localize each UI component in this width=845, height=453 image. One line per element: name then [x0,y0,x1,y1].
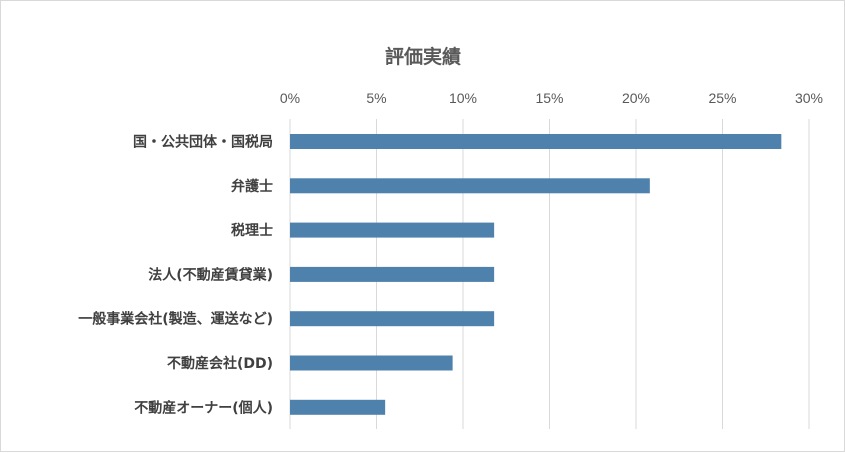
x-tick-label: 30% [795,90,823,106]
category-label: 国・公共団体・国税局 [133,134,273,151]
category-label: 法人(不動産賃貸業) [148,266,273,283]
bar [290,134,782,149]
x-tick-label: 25% [708,90,736,106]
bar [290,178,650,194]
bar [290,399,386,415]
x-axis-ticks: 0% 5% 10% 15% 20% 25% 30% [280,90,823,106]
bars [290,134,782,415]
bar [290,311,495,327]
bar [290,222,495,238]
category-label: 不動産オーナー(個人) [134,399,273,416]
category-label: 一般事業会社(製造、運送など) [78,311,273,328]
x-tick-label: 20% [622,90,650,106]
x-tick-label: 10% [449,90,477,106]
x-tick-label: 5% [366,90,386,106]
bar [290,266,495,282]
category-label: 税理士 [231,222,273,239]
category-label: 弁護士 [231,178,273,195]
x-tick-label: 0% [280,90,300,106]
bar [290,355,453,371]
chart-title: 評価実績 [385,45,461,68]
x-tick-label: 15% [535,90,563,106]
category-label: 不動産会社(DD) [167,355,273,372]
